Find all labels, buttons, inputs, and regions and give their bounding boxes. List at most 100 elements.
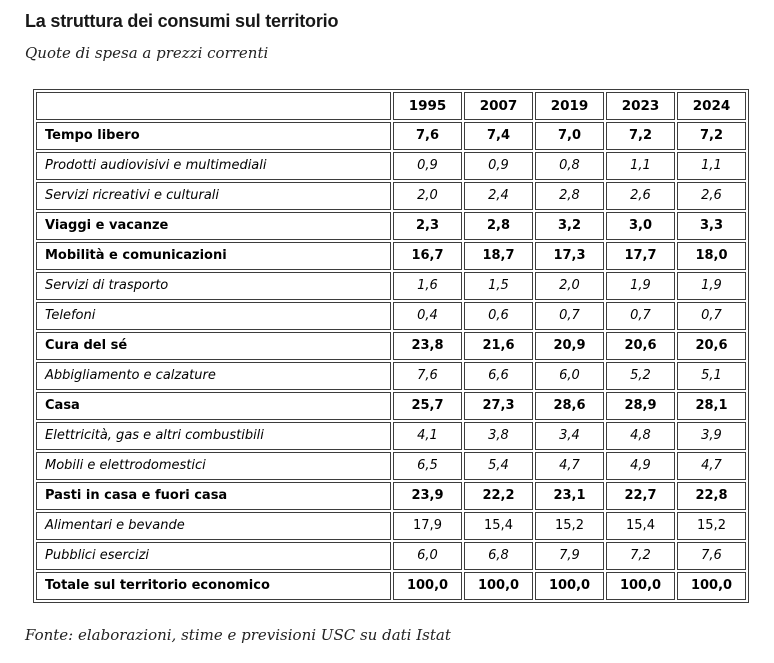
table-row: Tempo libero 7,6 7,4 7,0 7,2 7,2 (36, 122, 746, 150)
value-cell: 100,0 (535, 572, 604, 600)
table-header-row: 1995 2007 2019 2023 2024 (36, 92, 746, 120)
value-cell: 7,6 (393, 362, 462, 390)
value-cell: 2,0 (535, 272, 604, 300)
value-cell: 0,4 (393, 302, 462, 330)
row-label: Casa (36, 392, 391, 420)
value-cell: 0,6 (464, 302, 533, 330)
row-label: Tempo libero (36, 122, 391, 150)
value-cell: 1,1 (677, 152, 746, 180)
table-row: Totale sul territorio economico 100,0 100,… (36, 572, 746, 600)
value-cell: 18,7 (464, 242, 533, 270)
value-cell: 3,9 (677, 422, 746, 450)
value-cell: 23,9 (393, 482, 462, 510)
table-row: Pubblici esercizi 6,0 6,8 7,9 7,2 7,6 (36, 542, 746, 570)
row-label: Alimentari e bevande (36, 512, 391, 540)
value-cell: 100,0 (677, 572, 746, 600)
value-cell: 100,0 (606, 572, 675, 600)
value-cell: 7,6 (393, 122, 462, 150)
table-header: 1995 2007 2019 2023 2024 (36, 92, 746, 120)
value-cell: 28,1 (677, 392, 746, 420)
value-cell: 3,2 (535, 212, 604, 240)
value-cell: 20,6 (606, 332, 675, 360)
value-cell: 7,2 (677, 122, 746, 150)
value-cell: 25,7 (393, 392, 462, 420)
value-cell: 6,0 (393, 542, 462, 570)
value-cell: 0,9 (464, 152, 533, 180)
value-cell: 4,1 (393, 422, 462, 450)
value-cell: 4,8 (606, 422, 675, 450)
value-cell: 2,0 (393, 182, 462, 210)
value-cell: 5,4 (464, 452, 533, 480)
value-cell: 0,7 (606, 302, 675, 330)
value-cell: 7,2 (606, 542, 675, 570)
value-cell: 17,9 (393, 512, 462, 540)
value-cell: 2,3 (393, 212, 462, 240)
value-cell: 0,7 (535, 302, 604, 330)
value-cell: 6,0 (535, 362, 604, 390)
row-label: Viaggi e vacanze (36, 212, 391, 240)
row-label: Telefoni (36, 302, 391, 330)
value-cell: 6,8 (464, 542, 533, 570)
value-cell: 3,4 (535, 422, 604, 450)
page-subtitle: Quote di spesa a prezzi correnti (25, 44, 269, 62)
table-row: Prodotti audiovisivi e multimediali 0,9 0,… (36, 152, 746, 180)
table-row: Abbigliamento e calzature 7,6 6,6 6,0 5,2 5,1 (36, 362, 746, 390)
value-cell: 3,0 (606, 212, 675, 240)
row-label: Servizi di trasporto (36, 272, 391, 300)
value-cell: 7,6 (677, 542, 746, 570)
value-cell: 3,3 (677, 212, 746, 240)
value-cell: 1,9 (606, 272, 675, 300)
value-cell: 7,2 (606, 122, 675, 150)
year-column-header: 2007 (464, 92, 533, 120)
value-cell: 7,0 (535, 122, 604, 150)
value-cell: 28,9 (606, 392, 675, 420)
value-cell: 7,9 (535, 542, 604, 570)
value-cell: 2,6 (606, 182, 675, 210)
source-note: Fonte: elaborazioni, stime e previsioni … (25, 626, 451, 644)
value-cell: 17,3 (535, 242, 604, 270)
consumption-shares-table: 1995 2007 2019 2023 2024 Tempo libero 7,6 7,4 7… (33, 89, 749, 603)
value-cell: 0,9 (393, 152, 462, 180)
row-label: Totale sul territorio economico (36, 572, 391, 600)
row-label: Pubblici esercizi (36, 542, 391, 570)
row-label: Abbigliamento e calzature (36, 362, 391, 390)
year-column-header: 2019 (535, 92, 604, 120)
value-cell: 0,7 (677, 302, 746, 330)
value-cell: 22,2 (464, 482, 533, 510)
row-label: Cura del sé (36, 332, 391, 360)
row-label: Mobilità e comunicazioni (36, 242, 391, 270)
value-cell: 4,7 (535, 452, 604, 480)
value-cell: 15,2 (677, 512, 746, 540)
value-cell: 5,1 (677, 362, 746, 390)
value-cell: 4,7 (677, 452, 746, 480)
value-cell: 6,6 (464, 362, 533, 390)
value-cell: 2,6 (677, 182, 746, 210)
table-row: Casa 25,7 27,3 28,6 28,9 28,1 (36, 392, 746, 420)
value-cell: 0,8 (535, 152, 604, 180)
value-cell: 6,5 (393, 452, 462, 480)
table-row: Pasti in casa e fuori casa 23,9 22,2 23,1 22… (36, 482, 746, 510)
value-cell: 2,4 (464, 182, 533, 210)
value-cell: 16,7 (393, 242, 462, 270)
table-row: Viaggi e vacanze 2,3 2,8 3,2 3,0 3,3 (36, 212, 746, 240)
table-row: Servizi di trasporto 1,6 1,5 2,0 1,9 1,9 (36, 272, 746, 300)
table-row: Mobilità e comunicazioni 16,7 18,7 17,3 17,7… (36, 242, 746, 270)
value-cell: 22,8 (677, 482, 746, 510)
value-cell: 28,6 (535, 392, 604, 420)
table-body: Tempo libero 7,6 7,4 7,0 7,2 7,2 Prodotti audi… (36, 122, 746, 600)
value-cell: 3,8 (464, 422, 533, 450)
value-cell: 20,6 (677, 332, 746, 360)
row-label: Mobili e elettrodomestici (36, 452, 391, 480)
value-cell: 100,0 (464, 572, 533, 600)
value-cell: 27,3 (464, 392, 533, 420)
value-cell: 23,8 (393, 332, 462, 360)
row-label: Servizi ricreativi e culturali (36, 182, 391, 210)
value-cell: 22,7 (606, 482, 675, 510)
value-cell: 7,4 (464, 122, 533, 150)
value-cell: 5,2 (606, 362, 675, 390)
table-row: Alimentari e bevande 17,9 15,4 15,2 15,4 15,2 (36, 512, 746, 540)
row-label: Elettricità, gas e altri combustibili (36, 422, 391, 450)
value-cell: 17,7 (606, 242, 675, 270)
table-row: Cura del sé 23,8 21,6 20,9 20,6 20,6 (36, 332, 746, 360)
table-row: Servizi ricreativi e culturali 2,0 2,4 2,8 2… (36, 182, 746, 210)
